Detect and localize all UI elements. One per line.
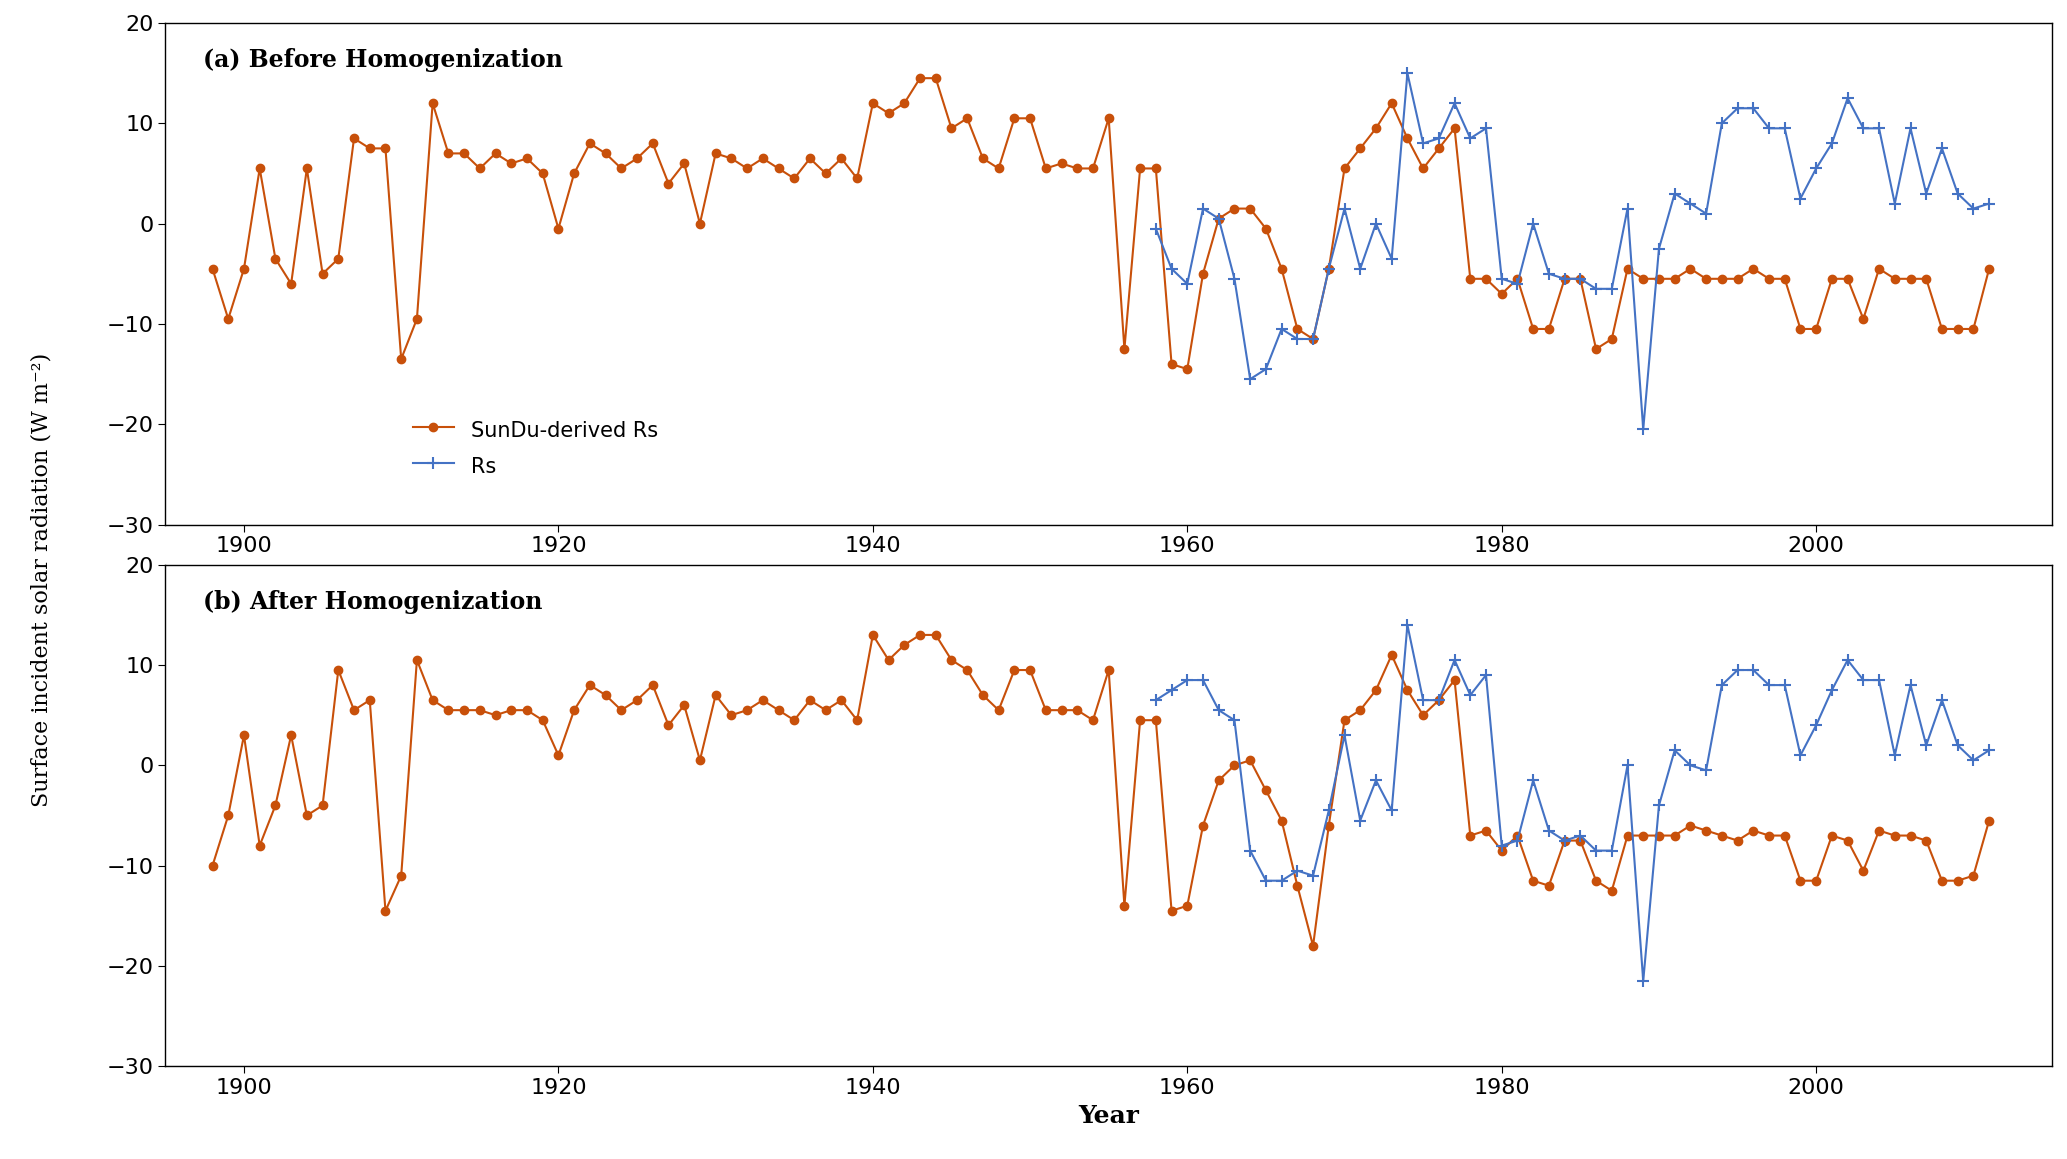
Rs (1143, 221, 1168, 235)
Rs (1678, 758, 1703, 772)
Rs (1474, 668, 1499, 681)
SunDu-derived Rs (1300, 939, 1325, 953)
SunDu-derived Rs (1379, 96, 1403, 110)
SunDu-derived Rs (688, 217, 713, 231)
SunDu-derived Rs (200, 262, 225, 276)
Rs (1976, 197, 2001, 211)
Rs (1474, 122, 1499, 136)
X-axis label: Year: Year (1079, 1103, 1139, 1128)
SunDu-derived Rs (907, 71, 932, 85)
SunDu-derived Rs (405, 312, 430, 326)
Text: (a) Before Homogenization: (a) Before Homogenization (203, 48, 562, 72)
Rs (1662, 187, 1687, 201)
SunDu-derived Rs (1976, 262, 2001, 276)
Text: Surface incident solar radiation (W m⁻²): Surface incident solar radiation (W m⁻²) (31, 352, 52, 807)
Line: SunDu-derived Rs: SunDu-derived Rs (209, 630, 1993, 950)
SunDu-derived Rs (860, 628, 885, 642)
Rs (1614, 758, 1639, 772)
Rs (1614, 202, 1639, 216)
Line: SunDu-derived Rs: SunDu-derived Rs (209, 74, 1993, 373)
SunDu-derived Rs (891, 96, 916, 110)
SunDu-derived Rs (703, 688, 728, 702)
Rs (1286, 863, 1310, 877)
Rs (1631, 422, 1656, 436)
Rs (1976, 743, 2001, 757)
Rs (1395, 618, 1420, 632)
Rs (1143, 693, 1168, 707)
Rs (1662, 743, 1687, 757)
Legend: SunDu-derived Rs, Rs: SunDu-derived Rs, Rs (403, 407, 668, 489)
SunDu-derived Rs (703, 146, 728, 160)
Rs (1740, 101, 1765, 115)
SunDu-derived Rs (688, 753, 713, 767)
SunDu-derived Rs (1174, 362, 1199, 376)
SunDu-derived Rs (907, 628, 932, 642)
Line: Rs: Rs (1151, 67, 1995, 435)
SunDu-derived Rs (1379, 648, 1403, 662)
SunDu-derived Rs (405, 653, 430, 666)
Rs (1395, 66, 1420, 80)
Line: Rs: Rs (1151, 619, 1995, 986)
Rs (1286, 331, 1310, 345)
Rs (1740, 663, 1765, 677)
Text: (b) After Homogenization: (b) After Homogenization (203, 590, 542, 614)
SunDu-derived Rs (1583, 874, 1608, 888)
Rs (1678, 197, 1703, 211)
SunDu-derived Rs (200, 859, 225, 873)
SunDu-derived Rs (1976, 814, 2001, 828)
SunDu-derived Rs (1583, 342, 1608, 356)
Rs (1631, 974, 1656, 987)
